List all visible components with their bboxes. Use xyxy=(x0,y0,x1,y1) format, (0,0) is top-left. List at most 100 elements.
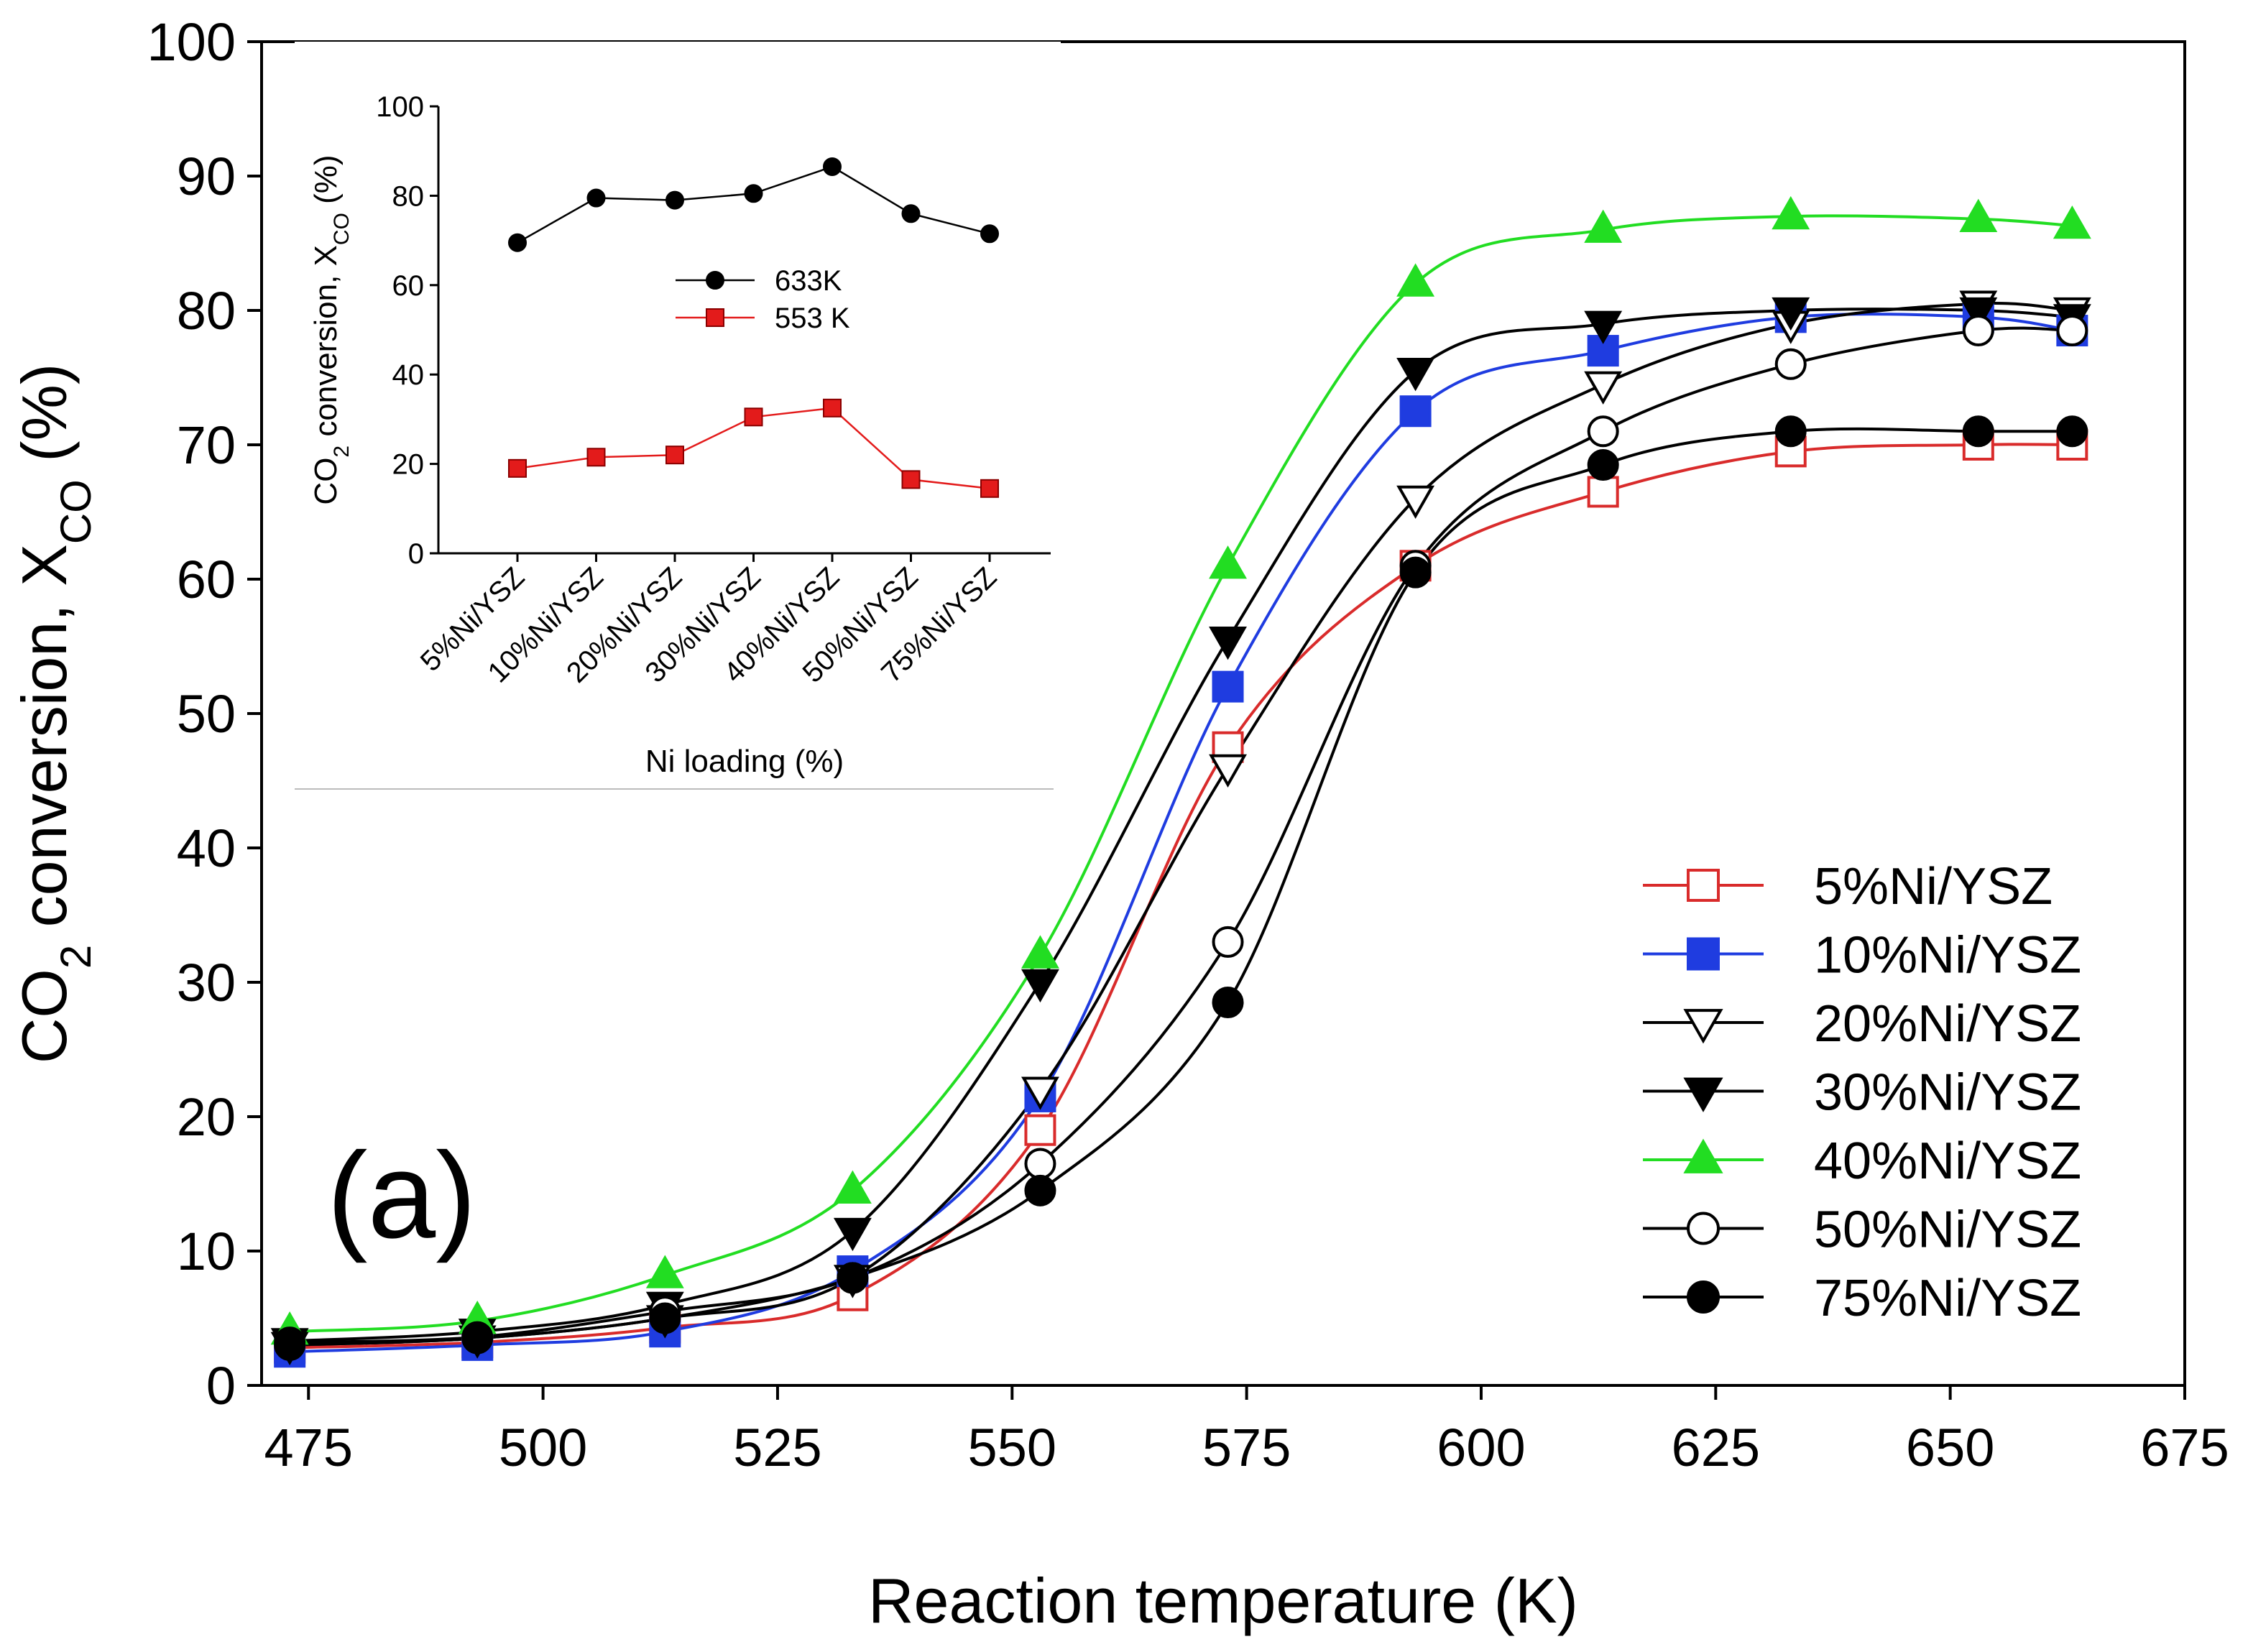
legend-label: 10%Ni/YSZ xyxy=(1814,927,2081,984)
main-data-point xyxy=(1021,969,1059,1003)
inset-y-tick-label: 60 xyxy=(392,270,425,302)
legend-marker xyxy=(1683,1077,1723,1112)
inset-data-point xyxy=(823,157,842,176)
legend: 5%Ni/YSZ 10%Ni/YSZ 20%Ni/YSZ 30%Ni/YSZ 40%Ni… xyxy=(1643,858,2081,1327)
inset-chart: 0204060801005%Ni/YSZ10%Ni/YSZ20%Ni/YSZ30… xyxy=(295,42,1061,790)
main-axis-ticks: 475 500 525 550 575 600 625 650 6750102030405060… xyxy=(147,12,2229,1477)
main-x-tick-label: 650 xyxy=(1906,1418,1994,1477)
inset-x-axis-title: Ni loading (%) xyxy=(645,744,844,779)
main-data-point xyxy=(1584,310,1623,344)
main-data-point xyxy=(1024,1148,1056,1180)
main-y-title-part: (%) xyxy=(9,364,80,479)
inset-data-point xyxy=(744,184,763,203)
main-data-point xyxy=(833,1170,872,1204)
main-data-point xyxy=(1212,670,1244,703)
main-y-title-part: CO xyxy=(9,969,80,1063)
panel-label: (a) xyxy=(327,1127,476,1264)
inset-y-title-part: conversion, X xyxy=(308,245,344,446)
main-x-tick-label: 575 xyxy=(1202,1418,1291,1477)
main-data-point xyxy=(1021,935,1059,969)
main-data-point xyxy=(1212,987,1244,1019)
main-data-point xyxy=(1774,348,1807,380)
legend-label: 30%Ni/YSZ xyxy=(1814,1064,2081,1122)
inset-y-title-sub: CO xyxy=(330,213,354,245)
main-y-tick-label: 20 xyxy=(177,1087,236,1147)
main-y-title-sub: CO xyxy=(52,479,100,544)
inset-background xyxy=(295,42,1061,790)
main-data-point xyxy=(1584,371,1623,405)
main-x-tick-label: 500 xyxy=(499,1418,587,1477)
legend-label: 50%Ni/YSZ xyxy=(1814,1201,2081,1259)
inset-y-tick-label: 100 xyxy=(376,91,424,123)
inset-data-point xyxy=(901,470,921,489)
main-x-tick-label: 675 xyxy=(2140,1418,2229,1477)
main-y-tick-label: 60 xyxy=(177,550,236,609)
main-data-point xyxy=(1209,627,1247,660)
inset-y-title-part: CO xyxy=(308,458,344,505)
main-data-point xyxy=(1962,315,1994,347)
inset-legend-marker xyxy=(706,308,724,327)
inset-series-markers xyxy=(508,157,999,498)
inset-y-title-sub: 2 xyxy=(330,446,354,458)
main-chart: 475 500 525 550 575 600 625 650 6750102030405060… xyxy=(9,12,2229,1636)
inset-data-point xyxy=(665,446,684,465)
inset-data-point xyxy=(586,188,606,208)
main-data-point xyxy=(649,1302,681,1334)
legend-marker xyxy=(1687,869,1720,902)
main-y-title-sub: 2 xyxy=(52,945,100,969)
main-data-point xyxy=(1209,545,1247,579)
inset-legend: 633K 553 K xyxy=(676,265,850,334)
main-x-tick-label: 550 xyxy=(968,1418,1056,1477)
main-data-point xyxy=(1584,209,1623,243)
main-y-tick-label: 10 xyxy=(177,1222,236,1281)
inset-y-tick-label: 20 xyxy=(392,449,425,481)
main-data-point xyxy=(1587,415,1619,448)
main-y-axis-title: CO2 conversion, XCO (%) xyxy=(9,364,100,1063)
main-data-point xyxy=(1959,297,1998,331)
main-data-point xyxy=(1396,263,1435,297)
main-y-tick-label: 70 xyxy=(177,415,236,475)
inset-legend-label: 553 K xyxy=(775,303,850,334)
inset-y-tick-label: 0 xyxy=(408,538,424,570)
main-data-point xyxy=(1772,195,1810,230)
main-data-point xyxy=(1212,926,1244,958)
inset-y-axis-title: CO2 conversion, XCO (%) xyxy=(308,154,354,504)
legend-label: 40%Ni/YSZ xyxy=(1814,1132,2081,1190)
main-data-point xyxy=(1399,395,1432,428)
main-data-point xyxy=(1587,476,1619,508)
main-data-point xyxy=(2056,415,2088,448)
main-x-axis-title: Reaction temperature (K) xyxy=(868,1565,1578,1636)
main-data-point xyxy=(1021,1076,1059,1110)
main-data-point xyxy=(1587,449,1619,481)
main-y-title-part: conversion, X xyxy=(9,544,80,945)
inset-legend-marker xyxy=(706,271,724,290)
main-data-point xyxy=(1399,556,1432,589)
inset-data-point xyxy=(665,190,684,210)
legend-label: 5%Ni/YSZ xyxy=(1814,858,2053,915)
inset-data-point xyxy=(508,458,527,478)
inset-data-point xyxy=(980,224,999,244)
inset-data-point xyxy=(901,204,921,223)
main-data-point xyxy=(461,1322,494,1355)
legend-label: 20%Ni/YSZ xyxy=(1814,995,2081,1053)
legend-marker xyxy=(1687,937,1720,971)
main-data-point xyxy=(274,1329,306,1361)
inset-data-point xyxy=(744,407,763,427)
inset-legend-label: 633K xyxy=(775,265,842,297)
inset-data-point xyxy=(508,233,527,252)
main-data-point xyxy=(1396,485,1435,519)
main-x-tick-label: 525 xyxy=(733,1418,821,1477)
main-data-point xyxy=(1209,754,1247,788)
main-y-tick-label: 80 xyxy=(177,281,236,341)
main-data-point xyxy=(1396,358,1435,392)
legend-label: 75%Ni/YSZ xyxy=(1814,1270,2081,1327)
inset-data-point xyxy=(586,448,606,467)
main-data-point xyxy=(645,1255,684,1288)
main-x-tick-label: 475 xyxy=(264,1418,353,1477)
legend-marker xyxy=(1683,1138,1723,1173)
main-data-point xyxy=(837,1262,869,1294)
legend-marker xyxy=(1687,1280,1720,1314)
inset-data-point xyxy=(823,398,842,417)
main-data-point xyxy=(1962,415,1994,448)
